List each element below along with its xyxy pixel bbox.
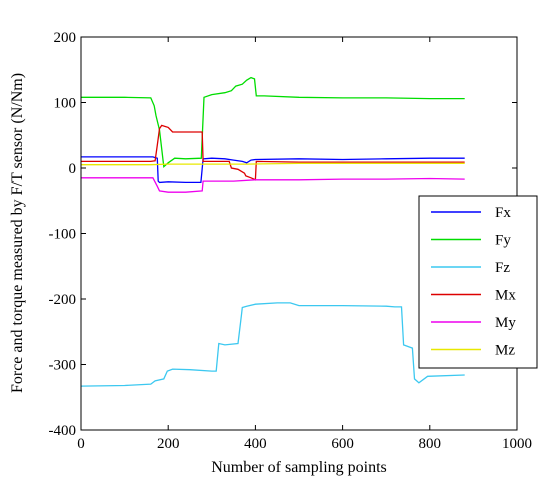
x-tick-label: 200 — [157, 436, 180, 452]
series-line-fy — [81, 76, 465, 169]
legend-box — [418, 195, 538, 369]
y-tick-label: 100 — [54, 96, 77, 112]
x-tick-label: 400 — [244, 436, 267, 452]
series-line-mx — [81, 124, 465, 181]
y-tick-label: -200 — [49, 292, 77, 308]
legend-item-fy: Fy — [431, 233, 511, 249]
series-line-fz — [81, 302, 465, 387]
legend-item-my: My — [431, 315, 516, 331]
series-line-fx — [81, 156, 465, 184]
y-tick-label: -300 — [49, 358, 77, 374]
y-tick-label: -400 — [49, 423, 77, 439]
series-line-mz — [81, 162, 465, 166]
legend-item-fx: Fx — [431, 205, 511, 221]
legend-label: Fy — [495, 233, 511, 249]
legend-item-mx: Mx — [431, 288, 516, 304]
legend-label: Fz — [495, 260, 510, 276]
series-line-my — [81, 177, 465, 193]
legend-label: Mz — [495, 343, 515, 359]
series-layer — [81, 76, 465, 387]
x-tick-label: 800 — [419, 436, 442, 452]
y-tick-label: 0 — [69, 161, 77, 177]
legend-label: Fx — [495, 205, 511, 221]
y-axis-label: Force and torque measured by F/T sensor … — [9, 73, 26, 393]
y-tick-label: -100 — [49, 227, 77, 243]
legend-item-mz: Mz — [431, 343, 515, 359]
y-tick-label: 200 — [54, 30, 77, 46]
x-axis-label: Number of sampling points — [211, 459, 387, 476]
x-tick-label: 0 — [77, 436, 85, 452]
legend-label: My — [495, 315, 516, 331]
axis-layer: 0 200 400 600 800 1000 -400 -300 -200 -100 0 100 200 — [49, 30, 533, 452]
x-tick-label: 600 — [331, 436, 354, 452]
legend: Fx Fy Fz Mx My Mz — [418, 195, 538, 369]
legend-label: Mx — [495, 288, 516, 304]
legend-item-fz: Fz — [431, 260, 510, 276]
x-tick-label: 1000 — [502, 436, 532, 452]
